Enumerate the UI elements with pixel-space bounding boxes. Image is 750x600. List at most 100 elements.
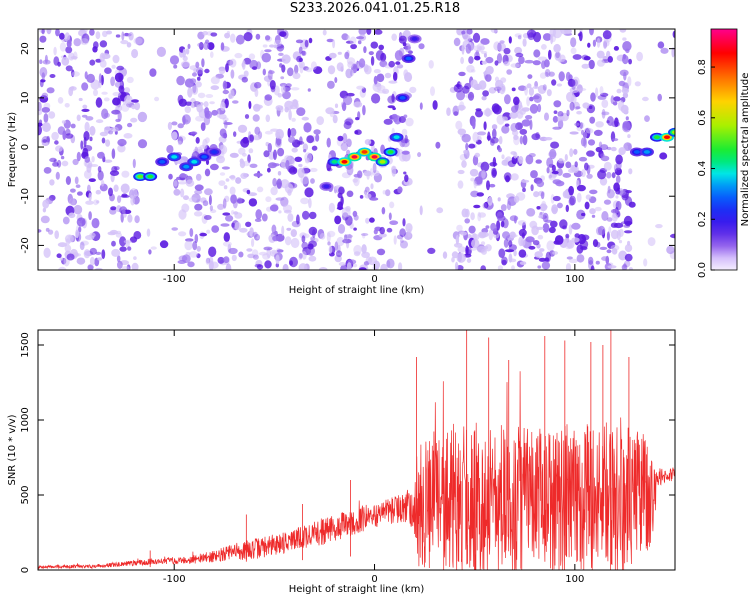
snr-xtick-label: 100 <box>565 574 584 585</box>
spectrogram-blob <box>460 56 464 65</box>
spectrogram-blob <box>592 39 597 47</box>
spectrogram-blob <box>376 73 385 83</box>
spectrogram-blob <box>97 170 104 181</box>
spectrogram-blob <box>504 94 511 105</box>
spectrogram-blob <box>195 81 202 88</box>
spectrogram-blob <box>325 107 335 115</box>
spectrogram-blob <box>202 200 209 207</box>
spectrogram-blob <box>607 56 613 63</box>
spectrogram-blob <box>539 248 545 252</box>
spectrogram-blob <box>343 95 353 106</box>
spectrogram-blob <box>436 207 444 214</box>
spectrogram-blob <box>558 158 563 162</box>
spectrogram-blob <box>570 37 577 48</box>
spectrogram-blob <box>225 178 230 182</box>
spectrogram-blob <box>101 137 106 144</box>
spectrogram-blob <box>326 232 331 243</box>
snr-ytick-label: 0 <box>20 567 31 573</box>
spectrogram-blob <box>490 137 499 144</box>
spectrogram-blob <box>216 155 225 164</box>
spectrogram-blob <box>557 119 564 129</box>
spectrogram-blob <box>252 254 259 260</box>
spectrogram-blob <box>275 263 279 268</box>
spectrogram-blob <box>102 30 108 38</box>
spectrogram-blob <box>509 112 518 119</box>
spectrogram-blob <box>289 260 293 266</box>
spectrogram-blob <box>391 33 398 41</box>
spectrogram-blob <box>171 131 178 140</box>
spectrogram-blob <box>528 87 535 96</box>
spectrogram-blob <box>49 179 55 186</box>
spectrogram-blob <box>483 201 489 209</box>
spectrogram-blob <box>522 38 527 47</box>
spectrogram-blob <box>354 129 362 135</box>
spectrogram-blob <box>417 152 422 158</box>
spectrogram-blob <box>590 92 596 102</box>
spectrogram-blob <box>508 240 513 248</box>
spectrogram-blob <box>370 41 379 49</box>
spectrogram-blob <box>361 244 367 254</box>
spec-ytick-label: -10 <box>20 188 31 204</box>
spectrogram-blob <box>382 190 386 195</box>
spectrogram-blob <box>621 87 630 94</box>
spectrogram-blob <box>263 246 273 251</box>
spectrogram-blob <box>614 167 623 176</box>
spectrogram-blob <box>275 197 285 201</box>
spectrogram-blob <box>115 34 121 38</box>
spectrogram-blob <box>208 194 212 206</box>
spectrogram-blob <box>196 104 203 113</box>
spectrogram-blob <box>473 45 483 52</box>
spectrogram-blob <box>131 262 139 270</box>
spectrogram-blob <box>184 106 191 114</box>
spectrogram-blob <box>569 148 574 158</box>
spectrogram-blob <box>498 248 506 258</box>
spectrogram-blob <box>39 59 43 64</box>
spectrogram-blob <box>454 261 459 270</box>
spectrogram-blob <box>532 95 540 100</box>
spectrogram-blob <box>292 167 298 174</box>
spectrogram-blob <box>239 227 248 233</box>
spectrogram-blob <box>89 136 93 142</box>
spectrogram-blob <box>249 134 254 142</box>
spectrogram-blob <box>195 173 202 181</box>
spectrogram-blob <box>459 101 465 112</box>
spectrogram-blob <box>548 71 555 77</box>
spectrogram-blob <box>53 56 60 66</box>
spectrogram-blob <box>472 131 480 143</box>
spectrogram-blob <box>369 217 375 223</box>
spectrogram-blob <box>276 131 280 137</box>
spectrogram-blob <box>566 91 575 103</box>
spectrogram-blob <box>131 99 139 103</box>
spectrogram-blob <box>269 44 275 48</box>
spectrogram-blob <box>219 68 226 75</box>
spectrogram-blob <box>384 72 392 79</box>
spectrogram-blob <box>468 56 474 64</box>
spectrogram-blob <box>489 162 498 167</box>
spectrogram-blob <box>379 60 388 68</box>
spectrogram-blob <box>169 55 180 65</box>
spectrogram-blob <box>218 180 226 187</box>
spectrogram-blob <box>328 52 337 59</box>
ridge-blob <box>379 159 386 164</box>
snr-series-line <box>38 371 675 570</box>
spectrogram-blob <box>427 247 436 254</box>
spectrogram-blob <box>116 65 124 71</box>
spectrogram-blob <box>600 92 609 97</box>
spectrogram-blob <box>465 43 472 54</box>
spectrogram-blob <box>252 114 260 122</box>
spectrogram-blob <box>526 96 530 107</box>
spectrogram-blob <box>49 157 57 163</box>
spectrogram-blob <box>494 76 500 83</box>
spectrogram-blob <box>39 67 48 78</box>
spectrogram-blob <box>533 31 542 43</box>
spectrogram-blob <box>513 195 520 203</box>
spectrogram-blob <box>616 88 622 94</box>
spectrogram-blob <box>430 86 435 97</box>
spectrogram-blob <box>276 178 282 189</box>
spectrogram-blob <box>307 88 311 92</box>
spectrogram-blob <box>119 142 124 147</box>
spectrogram-blob <box>296 214 300 225</box>
spectrogram-blob <box>482 202 488 209</box>
spectrogram-blob <box>88 211 92 221</box>
spectrogram-blob <box>470 69 476 73</box>
